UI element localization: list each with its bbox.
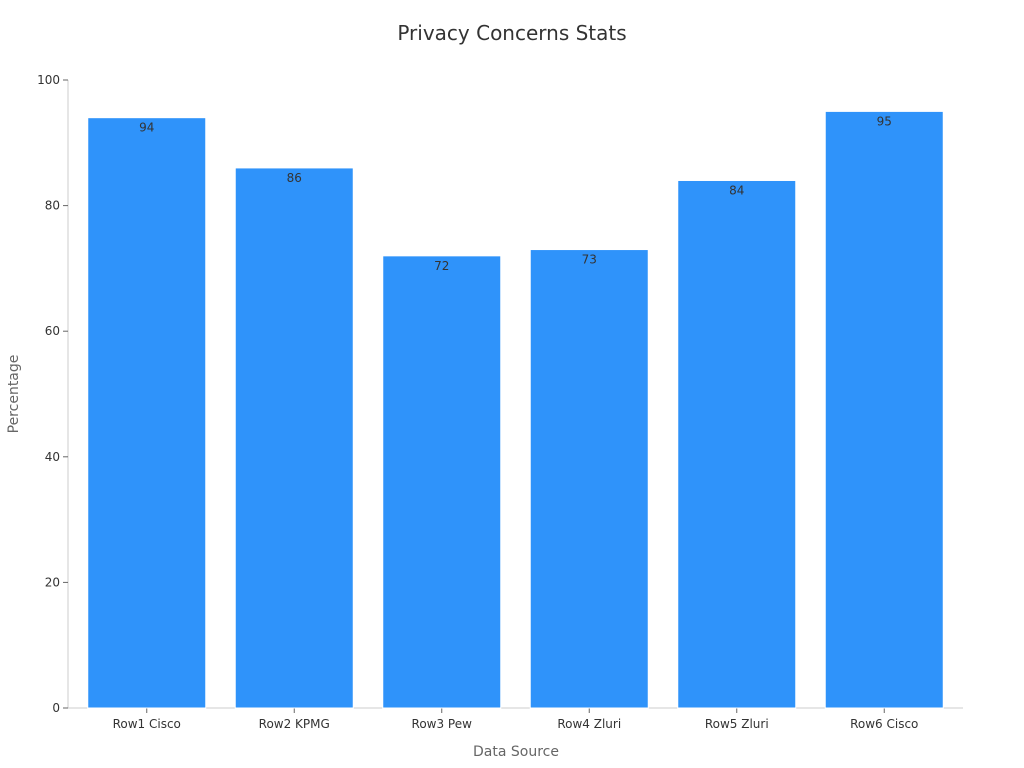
bar-3 xyxy=(382,255,502,709)
x-tick-label: Row6 Cisco xyxy=(850,717,918,731)
data-label: 73 xyxy=(582,253,597,267)
data-labels-group: 94 86 72 73 84 95 xyxy=(139,114,892,272)
chart-title: Privacy Concerns Stats xyxy=(397,21,626,45)
data-label: 86 xyxy=(287,171,302,185)
bar-4 xyxy=(529,249,649,709)
bars-group xyxy=(87,110,944,709)
data-label: 72 xyxy=(434,259,449,273)
bar-6 xyxy=(824,110,944,709)
y-tick-label: 20 xyxy=(45,575,60,589)
x-tick-label: Row2 KPMG xyxy=(259,717,330,731)
data-label: 84 xyxy=(729,183,744,197)
bar-2 xyxy=(234,167,354,709)
x-axis-title: Data Source xyxy=(473,744,559,760)
x-tick-label: Row5 Zluri xyxy=(705,717,769,731)
data-label: 94 xyxy=(139,121,154,135)
x-tick-label: Row4 Zluri xyxy=(557,717,621,731)
x-axis: Row1 Cisco Row2 KPMG Row3 Pew Row4 Zluri Row… xyxy=(68,707,963,731)
bar-5 xyxy=(677,179,797,709)
x-tick-label: Row1 Cisco xyxy=(113,717,181,731)
y-tick-label: 60 xyxy=(45,324,60,338)
y-tick-label: 0 xyxy=(52,701,60,715)
bar-1 xyxy=(87,117,207,709)
y-tick-label: 100 xyxy=(37,73,60,87)
y-axis: 0 20 40 60 80 100 xyxy=(37,73,69,715)
y-axis-title: Percentage xyxy=(6,355,22,434)
y-tick-label: 80 xyxy=(45,199,60,213)
x-tick-label: Row3 Pew xyxy=(412,717,473,731)
data-label: 95 xyxy=(877,114,892,128)
y-tick-label: 40 xyxy=(45,450,60,464)
